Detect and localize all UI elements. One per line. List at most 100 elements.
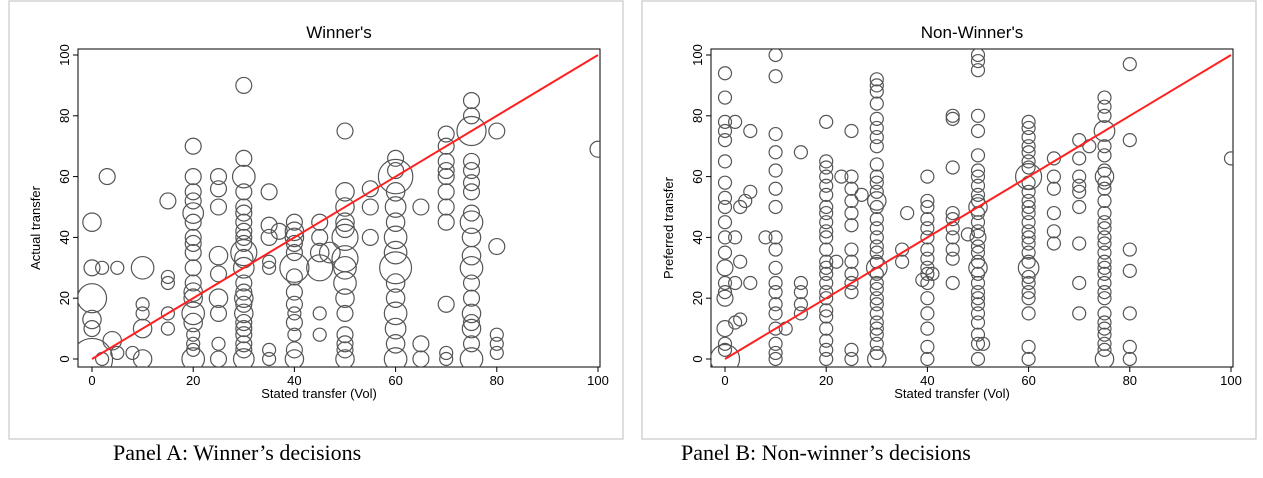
data-point	[377, 158, 414, 195]
data-point	[920, 321, 935, 336]
x-tick-label: 100	[587, 373, 609, 388]
data-point	[743, 184, 758, 199]
data-point	[869, 175, 884, 190]
data-point	[768, 260, 783, 275]
data-point	[1097, 342, 1112, 357]
data-point	[793, 145, 808, 160]
chart-title: Winner's	[306, 23, 372, 42]
data-point	[184, 228, 202, 246]
data-point	[336, 341, 354, 359]
data-point	[184, 244, 202, 262]
data-point	[318, 241, 341, 264]
data-point	[437, 168, 455, 186]
data-point	[1021, 114, 1036, 129]
data-point	[768, 163, 783, 178]
data-point	[844, 254, 859, 269]
data-point	[1072, 151, 1087, 166]
points-layer	[78, 54, 600, 367]
data-point	[920, 169, 935, 184]
data-point	[1021, 254, 1036, 269]
data-point	[309, 242, 330, 263]
caption-panel-a: Panel A: Winner’s decisions	[113, 440, 362, 465]
data-point	[412, 198, 430, 216]
data-point	[869, 212, 884, 227]
data-point	[717, 230, 733, 245]
data-point	[1072, 199, 1087, 215]
data-point	[793, 275, 808, 291]
data-point	[385, 334, 406, 354]
data-point	[869, 184, 884, 199]
data-point	[717, 190, 733, 205]
data-point	[869, 306, 884, 321]
data-point	[312, 306, 327, 321]
data-point	[1097, 163, 1112, 178]
data-point	[1072, 184, 1087, 199]
data-point	[462, 183, 481, 201]
data-point	[819, 187, 834, 202]
data-point	[182, 202, 205, 224]
data-point	[968, 197, 988, 217]
data-point	[717, 285, 733, 300]
data-point	[1097, 215, 1112, 230]
data-point	[209, 168, 228, 186]
data-point	[132, 349, 153, 367]
data-point	[869, 281, 884, 297]
data-point	[1015, 163, 1043, 191]
data-point	[209, 180, 228, 198]
data-point	[462, 289, 481, 307]
data-point	[461, 227, 482, 248]
data-point	[768, 230, 783, 245]
data-point	[459, 255, 484, 280]
data-point	[717, 245, 733, 260]
data-point	[869, 315, 884, 330]
data-point	[234, 288, 254, 308]
data-point	[819, 242, 834, 257]
x-tick-label: 40	[287, 373, 301, 388]
data-point	[284, 349, 305, 367]
data-point	[1021, 291, 1036, 306]
data-point	[844, 351, 859, 367]
data-point	[383, 225, 408, 250]
chart-non-winners: Non-Winner's 0 20 40 60 80 100 0 20 40 60 80 100 Stat…	[641, 0, 1257, 440]
data-point	[743, 275, 758, 291]
data-point	[869, 297, 884, 312]
data-point	[335, 349, 355, 367]
data-point	[1097, 221, 1112, 236]
data-point	[970, 178, 986, 193]
data-point	[235, 274, 253, 292]
data-point	[95, 260, 110, 275]
data-point	[945, 242, 960, 257]
data-point	[361, 180, 379, 198]
data-point	[717, 342, 733, 357]
data-point	[970, 148, 986, 163]
data-point	[844, 218, 859, 233]
data-point	[970, 315, 986, 330]
data-point	[1021, 236, 1036, 251]
data-point	[844, 285, 859, 300]
data-point	[184, 168, 202, 186]
x-axis-label: Stated transfer (Vol)	[261, 386, 377, 401]
data-point	[1122, 306, 1137, 321]
data-point	[819, 114, 834, 129]
data-point	[819, 205, 834, 221]
data-point	[125, 345, 140, 361]
data-point	[284, 227, 305, 248]
x-tick-label: 0	[88, 373, 95, 388]
y-tick-label: 0	[690, 355, 705, 362]
data-point	[160, 321, 175, 336]
data-point	[728, 275, 743, 291]
data-point	[1097, 181, 1112, 196]
data-point	[1072, 236, 1087, 251]
data-point	[819, 254, 834, 269]
data-point	[975, 336, 991, 351]
data-point	[1072, 178, 1087, 193]
data-point	[437, 161, 455, 180]
data-point	[1097, 90, 1112, 105]
data-point	[869, 72, 884, 87]
data-point	[235, 234, 253, 253]
data-point	[1046, 169, 1061, 184]
data-point	[1021, 351, 1036, 367]
fit-line	[724, 54, 1232, 360]
data-point	[208, 245, 229, 266]
points-layer	[711, 49, 1233, 367]
